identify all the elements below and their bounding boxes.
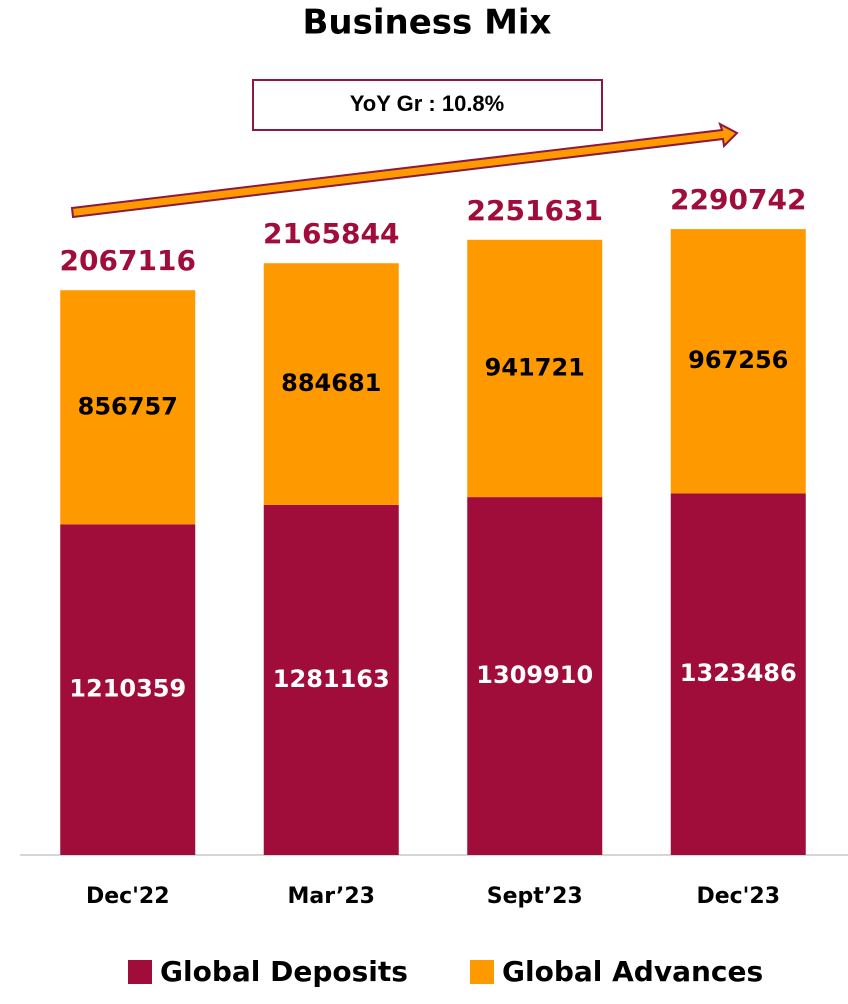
legend-swatch: [470, 960, 494, 984]
data-label: 856757: [78, 392, 178, 420]
chart-title: Business Mix: [302, 3, 551, 43]
data-label: 941721: [485, 353, 585, 381]
x-tick-label: Mar’23: [288, 884, 375, 909]
legend-label: Global Advances: [502, 955, 763, 988]
total-label: 2067116: [60, 244, 196, 277]
bar-segment: [263, 263, 399, 505]
bar-segment: [670, 493, 806, 855]
data-label: 1281163: [273, 665, 390, 693]
bar-segment: [670, 229, 806, 494]
total-label: 2165844: [263, 217, 399, 250]
legend-label: Global Deposits: [160, 955, 408, 988]
bar-segment: [60, 524, 196, 855]
bar-segment: [60, 290, 196, 525]
x-tick-label: Dec'22: [86, 884, 170, 909]
x-tick-label: Dec'23: [696, 884, 780, 909]
data-label: 967256: [688, 346, 788, 374]
annotation-box: [252, 79, 603, 131]
growth-arrow: [70, 121, 739, 219]
bar-segment: [263, 504, 399, 855]
legend-swatch: [128, 960, 152, 984]
annotation: YoY Gr : 10.8%: [350, 91, 504, 116]
x-tick-label: Sept’23: [487, 884, 583, 909]
total-label: 2251631: [467, 194, 603, 227]
data-label: 1323486: [680, 659, 797, 687]
data-label: 884681: [281, 369, 381, 397]
bar-segment: [467, 497, 603, 855]
bar-segment: [467, 239, 603, 498]
data-label: 1210359: [69, 675, 186, 703]
total-label: 2290742: [670, 183, 806, 216]
data-label: 1309910: [476, 661, 593, 689]
